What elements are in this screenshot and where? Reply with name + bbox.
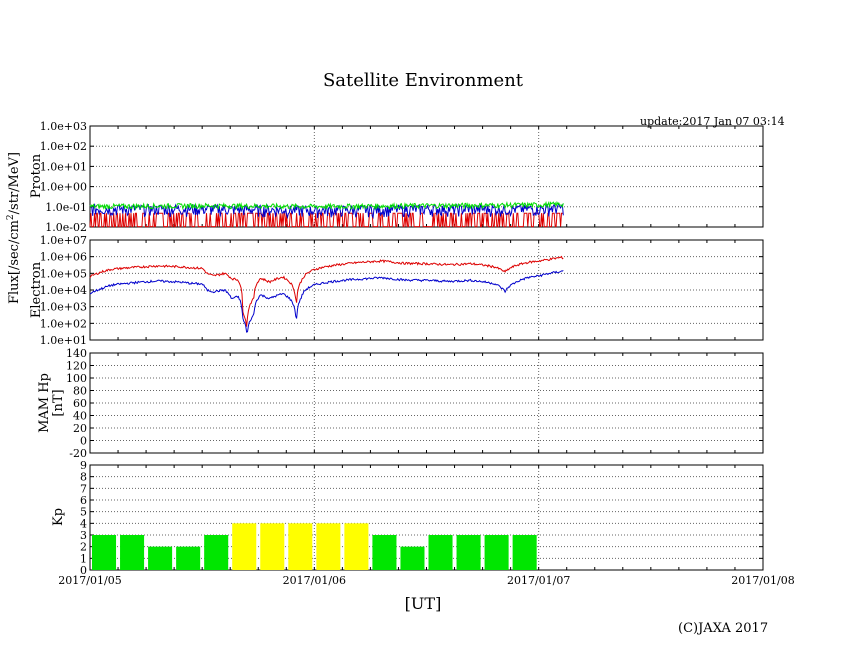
y-tick-label: 3: [80, 529, 87, 542]
y-axis-label: Kp: [51, 508, 66, 526]
series-line-electron: [89, 270, 564, 333]
chart-title: Satellite Environment: [322, 70, 524, 91]
y-axis-label: Electron: [29, 261, 44, 318]
y-tick-label: 2: [80, 541, 87, 554]
update-timestamp: update:2017 Jan 07 03:14: [640, 115, 785, 128]
y-axis-label: Proton: [29, 153, 44, 198]
y-tick-label: 9: [80, 459, 87, 472]
y-tick-label: 20: [73, 422, 87, 435]
y-tick-label: 0: [80, 564, 87, 577]
kp-bar: [372, 535, 397, 570]
kp-bar: [456, 535, 481, 570]
y-tick-label: 0: [80, 435, 87, 448]
y-axis-label: MAM Hp: [37, 373, 52, 433]
y-tick-label: 1.0e+01: [40, 334, 87, 347]
y-tick-label: 1.0e+00: [40, 181, 87, 194]
y-tick-label: 4: [80, 517, 87, 530]
kp-bar: [428, 535, 453, 570]
x-tick-label: 2017/01/05: [58, 574, 121, 587]
kp-bar: [120, 535, 145, 570]
y-tick-label: 1.0e+07: [40, 234, 87, 247]
kp-bar: [232, 523, 257, 570]
y-tick-label: 7: [80, 482, 87, 495]
y-tick-label: 5: [80, 506, 87, 519]
kp-bar: [316, 523, 341, 570]
y-tick-label: 1.0e+02: [40, 140, 87, 153]
y-tick-label: -20: [69, 447, 87, 460]
y-tick-label: 8: [80, 471, 87, 484]
x-tick-label: 2017/01/08: [731, 574, 794, 587]
y-tick-label: 1.0e-01: [45, 201, 87, 214]
panel-proton: 1.0e-02 1.0e-01 1.0e+00 1.0e+01 1.0e+02 1.0e+…: [29, 120, 764, 234]
kp-bar: [260, 523, 285, 570]
y-tick-label: 40: [73, 410, 87, 423]
flux-label-main: Flux[/sec/cm: [7, 220, 22, 304]
y-tick-label: 1.0e+02: [40, 317, 87, 330]
copyright: (C)JAXA 2017: [678, 621, 769, 636]
y-tick-label: 1.0e+03: [40, 120, 87, 133]
y-tick-label: 80: [73, 385, 87, 398]
y-tick-label: 1.0e-02: [45, 221, 87, 234]
y-tick-label: 1.0e+04: [40, 284, 87, 297]
kp-bar: [176, 546, 201, 570]
x-axis-label: [UT]: [404, 594, 442, 613]
series-line-electron: [89, 255, 564, 327]
flux-axis-label: Flux[/sec/cm2/str/MeV]: [6, 152, 22, 304]
kp-bar: [512, 535, 537, 570]
kp-bar: [288, 523, 313, 570]
y-tick-label: 1.0e+05: [40, 267, 87, 280]
series-line-proton: [89, 212, 564, 228]
panel-frame: [89, 125, 764, 228]
flux-label-sup: 2: [6, 214, 16, 220]
panel-electron: 1.0e+01 1.0e+02 1.0e+03 1.0e+04 1.0e+05 1.0e+…: [29, 234, 764, 347]
y-tick-label: 100: [66, 372, 87, 385]
series-line-proton: [89, 200, 564, 211]
kp-bar: [484, 535, 509, 570]
kp-bar: [148, 546, 173, 570]
y-tick-label: 1.0e+03: [40, 301, 87, 314]
kp-bar: [204, 535, 229, 570]
x-tick-label: 2017/01/06: [283, 574, 346, 587]
y-tick-label: 1.0e+01: [40, 160, 87, 173]
y-tick-label: 1: [80, 552, 87, 565]
y-axis-unit-label: [nT]: [51, 389, 66, 416]
flux-label-tail: /str/MeV]: [7, 152, 22, 214]
kp-bar: [92, 535, 117, 570]
y-tick-label: 140: [66, 347, 87, 360]
y-tick-label: 1.0e+06: [40, 251, 87, 264]
y-tick-label: 120: [66, 360, 87, 373]
kp-bar: [344, 523, 369, 570]
y-tick-label: 6: [80, 494, 87, 507]
x-tick-label: 2017/01/07: [507, 574, 570, 587]
y-tick-label: 60: [73, 397, 87, 410]
kp-bar: [400, 546, 425, 570]
